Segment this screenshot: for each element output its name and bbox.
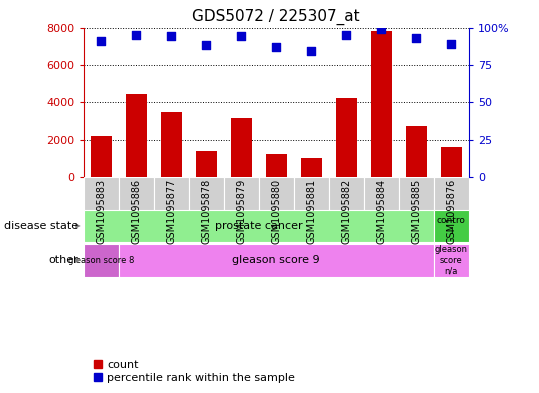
Text: GSM1095883: GSM1095883 — [96, 178, 106, 244]
Text: prostate cancer: prostate cancer — [215, 221, 302, 231]
Bar — [441, 147, 462, 177]
Bar — [161, 112, 182, 177]
Text: disease state: disease state — [4, 221, 78, 231]
Text: GSM1095885: GSM1095885 — [411, 178, 421, 244]
Bar — [336, 97, 357, 177]
Point — [307, 48, 316, 55]
Bar — [91, 136, 112, 177]
Bar — [294, 177, 329, 210]
Text: other: other — [49, 255, 78, 265]
Text: GSM1095877: GSM1095877 — [166, 178, 176, 244]
Point — [377, 26, 386, 32]
Text: GSM1095886: GSM1095886 — [131, 178, 141, 244]
Bar — [189, 177, 224, 210]
Bar — [266, 154, 287, 177]
Bar — [301, 158, 322, 177]
Point — [237, 33, 246, 40]
Text: GSM1095879: GSM1095879 — [236, 178, 246, 244]
Bar — [434, 244, 469, 277]
Bar — [406, 125, 427, 177]
Bar — [434, 210, 469, 242]
Bar — [196, 151, 217, 177]
Bar — [84, 177, 119, 210]
Point — [97, 38, 106, 44]
Point — [447, 41, 456, 47]
Bar — [126, 94, 147, 177]
Text: GSM1095882: GSM1095882 — [341, 178, 351, 244]
Point — [342, 32, 351, 38]
Bar — [231, 118, 252, 177]
Bar — [364, 177, 399, 210]
Bar — [84, 244, 119, 277]
Bar — [154, 177, 189, 210]
Bar — [119, 177, 154, 210]
Point — [132, 32, 140, 38]
Text: gleason score 8: gleason score 8 — [68, 256, 134, 265]
Text: contro
l: contro l — [437, 216, 466, 236]
Text: gleason
score
n/a: gleason score n/a — [435, 246, 468, 275]
Bar — [224, 177, 259, 210]
Bar — [399, 177, 434, 210]
Text: GSM1095881: GSM1095881 — [306, 178, 316, 244]
Text: GSM1095880: GSM1095880 — [271, 178, 281, 244]
Bar — [259, 177, 294, 210]
Point — [202, 42, 211, 49]
Bar — [371, 31, 392, 177]
Bar — [434, 177, 469, 210]
Point — [272, 44, 281, 50]
Point — [167, 33, 176, 40]
Text: gleason score 9: gleason score 9 — [232, 255, 320, 265]
Text: GSM1095884: GSM1095884 — [376, 178, 386, 244]
Legend: count, percentile rank within the sample: count, percentile rank within the sample — [89, 355, 299, 387]
Text: GSM1095876: GSM1095876 — [446, 178, 457, 244]
Point — [412, 35, 421, 41]
Bar — [119, 244, 434, 277]
Text: GSM1095878: GSM1095878 — [201, 178, 211, 244]
Title: GDS5072 / 225307_at: GDS5072 / 225307_at — [192, 9, 360, 25]
Bar — [329, 177, 364, 210]
